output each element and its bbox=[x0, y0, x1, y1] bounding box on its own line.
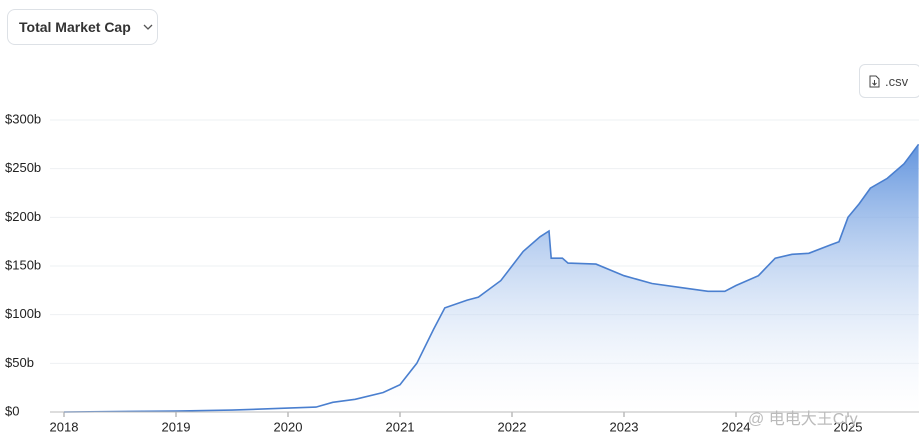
y-tick-label: $50b bbox=[5, 355, 34, 370]
x-tick-label: 2025 bbox=[834, 419, 863, 434]
dropdown-label: Total Market Cap bbox=[19, 19, 131, 35]
file-icon bbox=[869, 75, 880, 87]
y-tick-label: $300b bbox=[5, 111, 41, 126]
metric-dropdown[interactable]: Total Market Cap bbox=[7, 9, 158, 45]
x-tick-label: 2018 bbox=[50, 419, 79, 434]
x-tick-label: 2023 bbox=[610, 419, 639, 434]
x-tick-label: 2022 bbox=[498, 419, 527, 434]
y-tick-label: $0 bbox=[5, 403, 19, 418]
y-tick-label: $100b bbox=[5, 306, 41, 321]
line bbox=[63, 143, 919, 413]
watermark: @ 电电大王Cry bbox=[748, 410, 858, 428]
csv-label: .csv bbox=[885, 73, 909, 89]
x-tick-label: 2019 bbox=[162, 419, 191, 434]
y-tick-label: $200b bbox=[5, 209, 41, 224]
chevron-icon bbox=[143, 24, 153, 30]
y-tick-label: $250b bbox=[5, 160, 41, 175]
csv-button[interactable]: .csv bbox=[859, 64, 919, 98]
x-tick-label: 2024 bbox=[722, 419, 751, 434]
x-tick-label: 2021 bbox=[386, 419, 415, 434]
y-tick-label: $150b bbox=[5, 257, 41, 272]
x-tick-label: 2020 bbox=[274, 419, 303, 434]
area bbox=[63, 144, 919, 413]
